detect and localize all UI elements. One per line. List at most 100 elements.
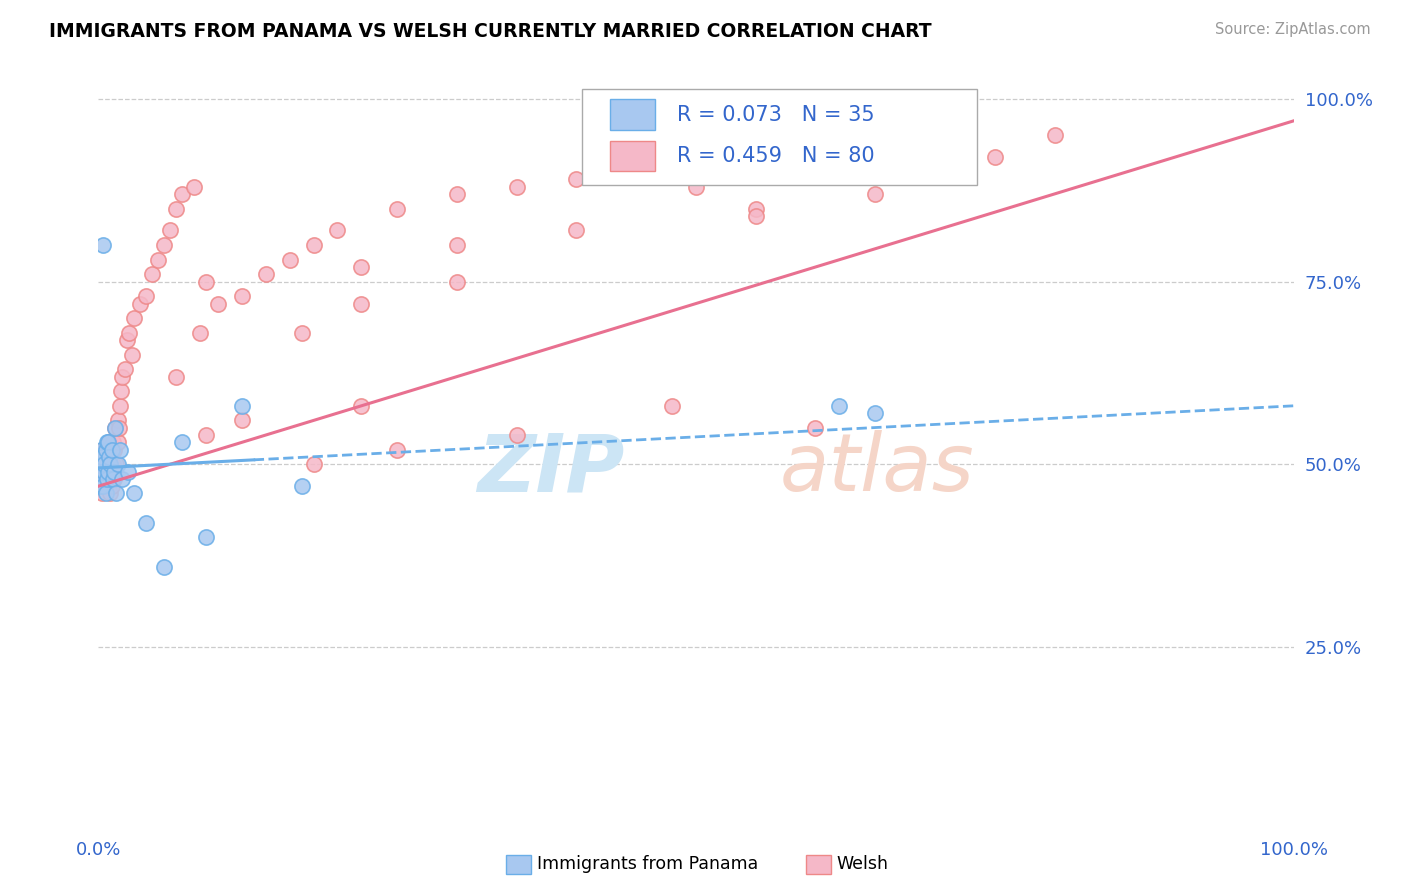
- Point: [135, 516, 157, 530]
- Text: R = 0.073   N = 35: R = 0.073 N = 35: [676, 104, 875, 125]
- Point: [93, 465, 115, 479]
- Point: [101, 472, 124, 486]
- Point: [565, 223, 588, 237]
- Text: Immigrants from Panama: Immigrants from Panama: [537, 855, 758, 873]
- Point: [97, 465, 120, 479]
- Point: [96, 450, 118, 464]
- Point: [865, 186, 887, 201]
- Point: [385, 202, 409, 216]
- Point: [148, 252, 170, 267]
- Point: [231, 413, 253, 427]
- Point: [98, 457, 122, 471]
- Point: [103, 442, 125, 457]
- Point: [96, 442, 118, 457]
- Point: [506, 428, 529, 442]
- Point: [111, 472, 134, 486]
- Point: [97, 472, 120, 486]
- Point: [302, 457, 325, 471]
- Point: [107, 413, 129, 427]
- Point: [91, 486, 114, 500]
- FancyBboxPatch shape: [582, 89, 977, 186]
- Point: [111, 369, 134, 384]
- Point: [108, 399, 131, 413]
- Point: [100, 442, 122, 457]
- Point: [565, 172, 588, 186]
- Point: [135, 289, 157, 303]
- Point: [1043, 128, 1066, 143]
- Point: [291, 326, 314, 340]
- Point: [350, 399, 373, 413]
- Point: [94, 486, 117, 500]
- Point: [446, 275, 468, 289]
- Point: [104, 421, 127, 435]
- Point: [626, 165, 648, 179]
- Point: [118, 326, 141, 340]
- Point: [91, 450, 114, 464]
- Bar: [610, 141, 655, 171]
- Point: [98, 457, 121, 471]
- Point: [745, 202, 768, 216]
- Point: [153, 238, 176, 252]
- Point: [98, 450, 122, 464]
- Point: [91, 479, 114, 493]
- Point: [195, 275, 218, 289]
- Point: [446, 238, 468, 252]
- Point: [685, 179, 707, 194]
- Point: [93, 457, 115, 471]
- Point: [195, 530, 218, 544]
- Point: [90, 457, 112, 471]
- Text: atlas: atlas: [779, 430, 974, 508]
- Point: [254, 268, 277, 282]
- Point: [117, 465, 139, 479]
- Point: [93, 457, 115, 471]
- Text: IMMIGRANTS FROM PANAMA VS WELSH CURRENTLY MARRIED CORRELATION CHART: IMMIGRANTS FROM PANAMA VS WELSH CURRENTL…: [49, 22, 932, 41]
- Point: [100, 442, 122, 457]
- Point: [326, 223, 349, 237]
- Point: [745, 209, 768, 223]
- Point: [89, 479, 111, 493]
- Point: [141, 268, 163, 282]
- Point: [91, 238, 114, 252]
- Point: [231, 399, 253, 413]
- Point: [93, 465, 115, 479]
- Point: [91, 479, 114, 493]
- Point: [101, 435, 124, 450]
- Point: [350, 260, 373, 274]
- Point: [89, 472, 111, 486]
- Point: [94, 472, 117, 486]
- Point: [94, 479, 117, 493]
- Point: [115, 333, 138, 347]
- Point: [98, 486, 122, 500]
- Point: [103, 465, 125, 479]
- Point: [96, 435, 118, 450]
- Point: [188, 326, 211, 340]
- Point: [108, 442, 131, 457]
- Point: [172, 186, 194, 201]
- Text: Source: ZipAtlas.com: Source: ZipAtlas.com: [1215, 22, 1371, 37]
- Point: [90, 457, 112, 471]
- Point: [291, 479, 314, 493]
- Point: [105, 486, 128, 500]
- Point: [302, 238, 325, 252]
- Point: [124, 311, 146, 326]
- Point: [97, 435, 120, 450]
- Point: [924, 165, 946, 179]
- Point: [278, 252, 301, 267]
- Point: [104, 421, 127, 435]
- Point: [506, 179, 529, 194]
- Point: [385, 442, 409, 457]
- Point: [98, 435, 121, 450]
- Point: [165, 369, 187, 384]
- Point: [129, 296, 152, 310]
- Point: [446, 186, 468, 201]
- Point: [183, 179, 205, 194]
- Point: [207, 296, 229, 310]
- Point: [165, 202, 187, 216]
- Point: [94, 442, 117, 457]
- Point: [101, 457, 124, 471]
- Point: [96, 472, 118, 486]
- Point: [153, 559, 176, 574]
- Point: [350, 296, 373, 310]
- Point: [107, 421, 129, 435]
- Point: [984, 150, 1007, 164]
